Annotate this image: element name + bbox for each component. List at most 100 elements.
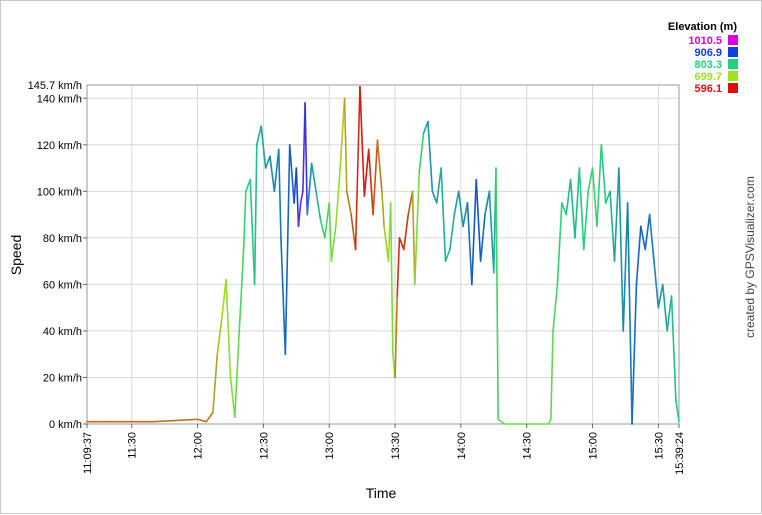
x-tick-label: 15:39:24 [674,432,686,475]
speed-segment [381,190,385,228]
speed-segment [376,139,383,193]
speed-segment [550,330,554,421]
legend-label: 699.7 [694,71,722,83]
gridlines [87,85,679,425]
x-tick-label: 12:30 [258,432,270,460]
speed-segment [604,190,611,204]
speed-segment [367,148,374,216]
speed-segment [565,178,572,216]
speed-segment [238,248,245,332]
speed-segment [256,125,262,146]
speed-segment [670,295,677,402]
speed-segment [666,295,673,332]
speed-segment [626,202,633,425]
speed-segment [422,120,429,134]
speed-segment [561,202,568,216]
speed-segment [306,162,313,216]
speed-segment [396,237,401,297]
y-axis-title: Speed [8,235,24,275]
speed-segment [343,97,348,193]
credit-text: created by GPSVisualizer.com [743,176,757,338]
y-tick-label: 20 km/h [43,372,82,384]
speed-segment [453,190,460,216]
speed-segment [205,411,214,423]
speed-segment [212,353,219,414]
legend-label: 803.3 [694,59,722,71]
x-tick-label: 14:30 [522,432,534,460]
speed-segment [653,260,660,309]
speed-segment [484,190,491,216]
speed-segment [591,167,598,228]
y-tick-label: 80 km/h [43,233,82,245]
speed-segment [389,202,394,355]
speed-segment [339,97,346,169]
speed-segment [264,155,271,169]
speed-segment [644,213,651,251]
speed-segment [330,225,337,262]
speed-segment [304,102,309,216]
speed-segment [345,190,352,216]
speed-segment [398,237,405,251]
speed-segment [622,202,629,332]
speed-segment [547,418,552,425]
y-tick-label: 100 km/h [37,186,82,198]
speed-segment [229,376,236,418]
speed-segment [418,132,425,174]
speed-segment [403,213,410,251]
speed-segment [449,213,456,251]
speed-segment [479,213,486,262]
speed-segment [609,190,616,262]
speed-segment [582,190,589,251]
speed-segment [372,139,379,216]
x-tick-label: 15:00 [588,432,600,460]
speed-segment [277,148,282,239]
y-axis-ticks: 0 km/h 20 km/h 40 km/h 60 km/h 80 km/h 100 km… [28,80,87,431]
speed-segment [631,283,638,425]
legend-label: 596.1 [694,83,722,95]
speed-segment [431,190,438,204]
speed-segment [444,248,451,262]
speed-segment [359,85,366,197]
speed-segment [600,143,607,204]
speed-segment [471,178,478,286]
speed-segment [328,202,333,262]
speed-segment [407,190,414,216]
speed-segment [613,167,620,262]
speed-segment [249,178,256,286]
speed-segment [578,167,585,251]
speed-segment [640,225,647,251]
speed-segment [569,178,576,239]
speed-segment [635,225,642,286]
speed-segment [475,178,482,262]
y-tick-label: 40 km/h [43,326,82,338]
speed-segment [196,418,208,423]
speed-segment [234,330,241,418]
speed-segment [280,237,287,355]
legend-swatch [728,47,738,57]
speed-segment [297,202,302,228]
y-tick-label: 120 km/h [37,140,82,152]
speed-segment [295,167,300,228]
x-tick-label: 15:30 [653,432,665,460]
speed-segment [354,85,361,251]
x-tick-label: 13:00 [324,432,336,460]
x-axis-ticks: 11:09:37 11:30 12:00 12:30 13:00 13:30 14:00 14… [82,424,686,475]
speed-segment [427,120,434,193]
speed-segment [216,318,223,355]
speed-series [86,85,680,425]
speed-segment [269,155,276,193]
speed-segment [242,190,247,251]
legend-swatch [728,71,738,81]
speed-segment [675,399,680,423]
speed-segment [657,283,664,309]
x-tick-label: 13:30 [390,432,402,460]
x-tick-label: 11:30 [127,432,139,459]
speed-segment [618,167,625,332]
y-tick-label: 0 km/h [49,419,82,431]
legend-swatch [728,83,738,93]
y-tick-label: 60 km/h [43,279,82,291]
speed-segment [440,167,447,262]
speed-segment [335,167,341,228]
speed-segment [497,418,506,425]
